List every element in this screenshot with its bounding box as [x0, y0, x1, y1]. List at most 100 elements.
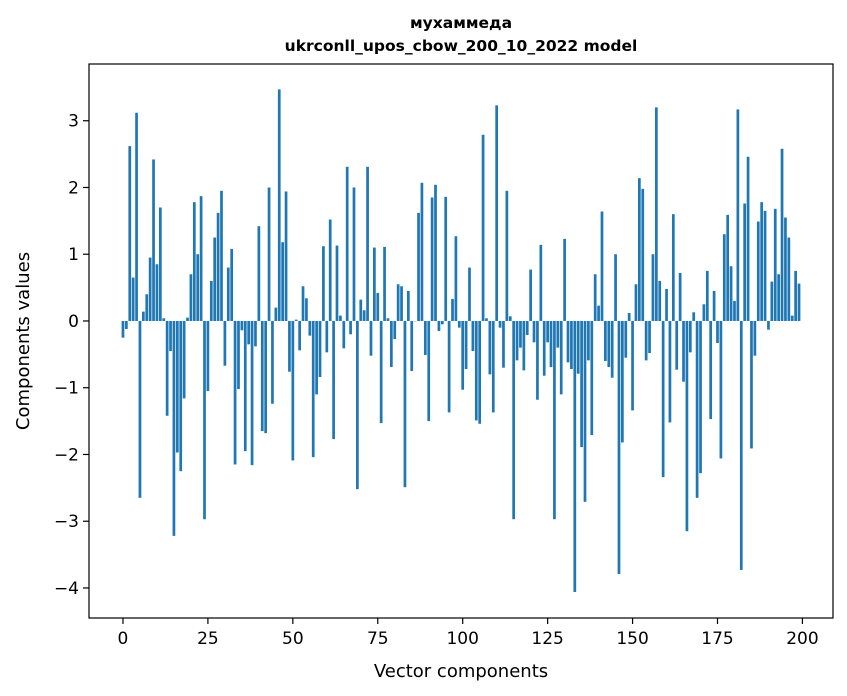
bar-178 — [726, 214, 730, 321]
bar-118 — [522, 320, 526, 371]
bar-160 — [665, 288, 668, 321]
bar-142 — [604, 320, 607, 362]
bar-108 — [488, 320, 492, 375]
bar-168 — [692, 312, 696, 321]
bar-4 — [135, 112, 138, 321]
bar-157 — [654, 107, 658, 321]
bar-193 — [777, 274, 781, 321]
bar-70 — [359, 299, 363, 321]
bar-198 — [794, 270, 797, 321]
bar-104 — [474, 320, 478, 421]
bar-103 — [471, 320, 475, 352]
bar-82 — [400, 286, 403, 321]
bar-24 — [203, 320, 206, 520]
y-axis-ticks: −4 −3 −2 −1 0 1 2 3 — [54, 112, 89, 599]
bar-143 — [607, 320, 611, 368]
bar-64 — [339, 315, 342, 321]
bar-107 — [485, 318, 488, 321]
bar-188 — [760, 202, 764, 321]
x-tick-label: 175 — [701, 629, 733, 649]
bar-43 — [267, 187, 271, 321]
bar-123 — [539, 244, 543, 321]
bar-136 — [583, 320, 587, 502]
bar-50 — [291, 320, 295, 461]
bar-180 — [733, 300, 736, 321]
x-tick-label: 25 — [197, 629, 219, 649]
bar-135 — [580, 320, 583, 448]
bar-93 — [437, 320, 441, 331]
bar-144 — [610, 320, 614, 378]
bar-184 — [746, 156, 750, 321]
chart-title-line1: мухаммеда — [410, 14, 512, 32]
bar-147 — [621, 320, 624, 443]
bar-159 — [661, 320, 665, 478]
bar-140 — [597, 305, 600, 321]
bar-78 — [386, 318, 390, 321]
bar-125 — [546, 320, 549, 343]
bar-52 — [298, 320, 301, 351]
bar-26 — [209, 280, 213, 321]
bar-6 — [141, 311, 145, 321]
bar-110 — [495, 105, 499, 321]
bar-145 — [614, 254, 617, 321]
bar-83 — [403, 320, 407, 488]
bar-116 — [515, 320, 519, 361]
bar-55 — [308, 320, 312, 336]
y-tick-label: −4 — [54, 579, 79, 599]
bar-119 — [525, 320, 529, 335]
y-tick-label: 3 — [68, 112, 79, 132]
bar-170 — [699, 320, 702, 474]
bar-164 — [678, 272, 682, 321]
bar-18 — [182, 320, 186, 399]
bar-131 — [566, 320, 570, 363]
bars-group — [121, 89, 801, 592]
bar-197 — [790, 315, 794, 321]
bar-130 — [563, 238, 566, 321]
bar-163 — [675, 320, 679, 370]
bar-28 — [216, 212, 220, 321]
bar-156 — [651, 254, 655, 321]
bar-10 — [155, 264, 159, 321]
bar-111 — [498, 320, 502, 328]
bar-57 — [315, 320, 318, 395]
bar-182 — [739, 320, 743, 570]
bar-87 — [417, 212, 420, 321]
bar-46 — [277, 89, 281, 321]
bar-183 — [743, 203, 747, 321]
bar-199 — [797, 283, 801, 321]
bar-139 — [593, 274, 597, 321]
bar-127 — [553, 320, 556, 520]
bar-13 — [165, 320, 169, 416]
bar-181 — [736, 109, 740, 321]
bar-69 — [356, 320, 359, 490]
bar-154 — [644, 320, 648, 361]
bar-54 — [305, 298, 308, 321]
y-tick-label: 1 — [68, 245, 79, 265]
bar-59 — [322, 246, 325, 321]
bar-61 — [328, 219, 332, 321]
bar-36 — [243, 320, 247, 452]
bar-56 — [311, 320, 315, 458]
plot-frame — [88, 63, 834, 619]
bar-112 — [502, 320, 505, 368]
bar-72 — [366, 166, 369, 321]
bar-31 — [226, 267, 230, 321]
bar-12 — [162, 318, 166, 321]
bar-100 — [461, 320, 465, 390]
bar-35 — [240, 320, 244, 331]
bar-91 — [430, 197, 434, 321]
bar-165 — [682, 320, 685, 382]
bar-39 — [254, 320, 257, 347]
bar-117 — [519, 320, 522, 348]
bar-30 — [223, 320, 227, 366]
bar-155 — [648, 320, 651, 354]
bar-90 — [427, 320, 431, 422]
bar-192 — [773, 208, 777, 321]
x-axis-ticks: 0 25 50 75 100 125 150 175 200 — [118, 618, 819, 649]
bar-99 — [457, 320, 461, 328]
bar-66 — [345, 166, 349, 321]
bar-137 — [587, 320, 590, 361]
bar-169 — [695, 320, 699, 498]
bar-151 — [634, 284, 638, 321]
